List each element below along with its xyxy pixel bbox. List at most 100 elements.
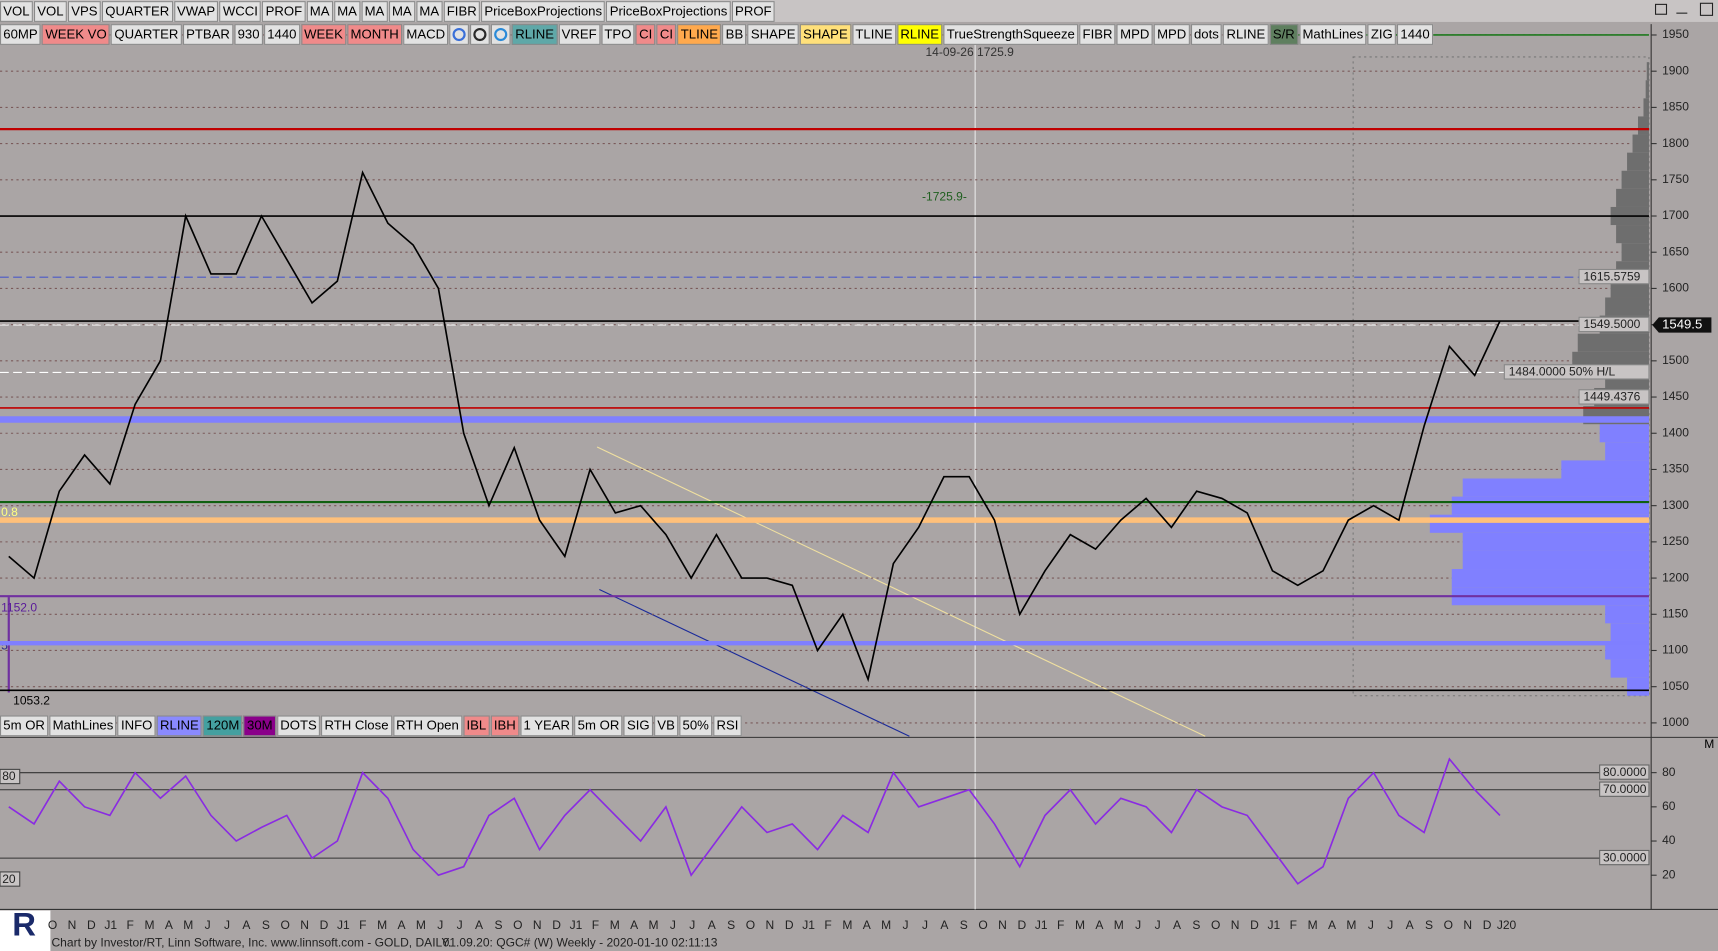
x-tick-label: M — [649, 918, 659, 932]
toolbar-button[interactable]: 930 — [234, 24, 263, 45]
y-tick-label: 1050 — [1662, 679, 1689, 693]
toolbar-button[interactable]: VREF — [558, 24, 601, 45]
toolbar-button[interactable]: RLINE — [897, 24, 943, 45]
toolbar-button[interactable]: PROF — [731, 1, 775, 22]
profile-bar — [1561, 460, 1649, 479]
toolbar-button[interactable]: 5m OR — [0, 715, 49, 737]
x-tick-label: M — [1075, 918, 1085, 932]
toolbar-button[interactable]: MONTH — [347, 24, 403, 45]
toolbar-button[interactable]: MA — [333, 1, 361, 22]
toolbar: VOL VOL VPS QUARTER VWAP WCCI PROF MA MA MA MA MA FI… — [0, 1, 775, 22]
toolbar-button[interactable]: 1440 — [263, 24, 300, 45]
annotation: 1152.0 — [1, 600, 37, 614]
y-tick-label: 1200 — [1662, 570, 1689, 584]
toolbar-button[interactable]: MA — [388, 1, 415, 22]
profile-bar — [1621, 243, 1649, 262]
toolbar-button[interactable]: MathLines — [49, 715, 117, 737]
restore-button[interactable] — [1654, 3, 1668, 15]
toolbar-button[interactable]: TLINE — [677, 24, 722, 45]
trend-line — [596, 446, 1206, 737]
toolbar-button[interactable]: RLINE — [511, 24, 558, 45]
x-tick-label: M — [842, 918, 852, 932]
toolbar-button[interactable]: 120M — [203, 715, 243, 737]
y-tick-label: 1350 — [1662, 462, 1689, 476]
toolbar-button[interactable]: PROF — [262, 1, 306, 22]
toolbar-button[interactable]: CI — [656, 24, 677, 45]
toolbar-button[interactable]: ZIG — [1367, 24, 1397, 45]
toolbar-button[interactable]: WEEK — [300, 24, 347, 45]
maximize-button[interactable] — [1699, 2, 1714, 16]
annotation: 1053.2 — [13, 693, 50, 707]
toolbar-button[interactable]: RTH Close — [321, 715, 392, 737]
toolbar-button[interactable]: MPD — [1153, 24, 1190, 45]
y-tick-label: 20 — [1662, 867, 1676, 881]
toolbar-button[interactable]: dots — [1190, 24, 1223, 45]
toolbar-button[interactable]: CI — [635, 24, 656, 45]
toolbar-button[interactable]: WEEK VO — [42, 24, 110, 45]
toolbar-button[interactable]: MathLines — [1299, 24, 1367, 45]
toolbar-button[interactable]: PriceBoxProjections — [481, 1, 606, 22]
toolbar-button[interactable]: TLINE — [852, 24, 896, 45]
toolbar-button[interactable]: S/R — [1269, 24, 1299, 45]
toolbar-button[interactable]: INFO — [117, 715, 156, 737]
y-tick-label: 1900 — [1662, 63, 1689, 77]
toolbar-button[interactable]: MA — [361, 1, 388, 22]
toolbar-button[interactable]: PTBAR — [182, 24, 234, 45]
toolbar-button[interactable]: SIG — [623, 715, 653, 737]
toolbar-button[interactable]: SHAPE — [799, 24, 852, 45]
toolbar-button[interactable]: TPO — [601, 24, 635, 45]
toolbar-button[interactable]: FIBR — [443, 1, 481, 22]
x-tick-label: O — [1211, 918, 1220, 932]
toolbar-button[interactable]: 1440 — [1397, 24, 1433, 45]
toolbar-button[interactable]: 50% — [679, 715, 713, 737]
toolbar-button[interactable]: 1 YEAR — [520, 715, 574, 737]
x-tick-label: J1 — [104, 918, 117, 932]
toolbar-button[interactable]: VB — [654, 715, 679, 737]
level-tag-label: 80.0000 — [1603, 765, 1647, 779]
toolbar-button[interactable]: BB — [722, 24, 747, 45]
toolbar-button[interactable]: TrueStrengthSqueeze — [943, 24, 1079, 45]
toolbar: 5m OR MathLines INFO RLINE 120M 30M DOTS RTH Cl… — [0, 715, 742, 737]
toolbar-button[interactable]: MA — [416, 1, 443, 22]
toolbar-button[interactable]: 60MP — [0, 24, 41, 45]
x-tick-label: A — [940, 918, 949, 932]
toolbar-button[interactable]: RTH Open — [392, 715, 463, 737]
toolbar-button[interactable]: VPS — [67, 1, 101, 22]
x-tick-label: O — [281, 918, 290, 932]
toolbar-button[interactable]: FIBR — [1079, 24, 1116, 45]
y-tick-label: 60 — [1662, 799, 1676, 813]
toolbar-button[interactable]: RLINE — [156, 715, 203, 737]
x-tick-label: D — [1483, 918, 1492, 932]
toolbar-button[interactable]: MA — [306, 1, 333, 22]
toolbar-button[interactable]: IBH — [490, 715, 520, 737]
toolbar-button[interactable]: MACD — [403, 24, 449, 45]
toolbar-button[interactable]: SHAPE — [747, 24, 799, 45]
y-tick-label: 1150 — [1662, 606, 1688, 620]
profile-bar — [1462, 550, 1649, 570]
x-tick-label: J — [922, 918, 928, 932]
toolbar-button[interactable]: IBL — [463, 715, 490, 737]
toolbar-button[interactable]: RLINE — [1223, 24, 1269, 45]
x-tick-label: J1 — [802, 918, 815, 932]
toolbar-button[interactable]: QUARTER — [111, 24, 182, 45]
toolbar-button[interactable]: DOTS — [276, 715, 321, 737]
toolbar-button[interactable]: MPD — [1116, 24, 1153, 45]
profile-bar — [1643, 98, 1649, 117]
y-tick-label: 1700 — [1662, 208, 1689, 222]
annotation: -1725.9- — [922, 189, 967, 203]
toolbar-button[interactable]: 30M — [243, 715, 276, 737]
toolbar-button[interactable]: VOL — [33, 1, 67, 22]
toolbar-button[interactable]: RSI — [713, 715, 742, 737]
toolbar-button[interactable]: 5m OR — [574, 715, 623, 737]
x-tick-label: O — [746, 918, 755, 932]
icon-glyph — [473, 27, 487, 42]
profile-bar — [1462, 478, 1649, 497]
tool-icon[interactable] — [470, 24, 491, 45]
toolbar-button[interactable]: QUARTER — [101, 1, 173, 22]
toolbar-button[interactable]: PriceBoxProjections — [606, 1, 731, 22]
toolbar-button[interactable]: WCCI — [219, 1, 262, 22]
toolbar-button[interactable]: VOL — [0, 1, 33, 22]
tool-icon[interactable] — [449, 24, 470, 45]
tool-icon[interactable] — [491, 24, 511, 45]
toolbar-button[interactable]: VWAP — [173, 1, 219, 22]
